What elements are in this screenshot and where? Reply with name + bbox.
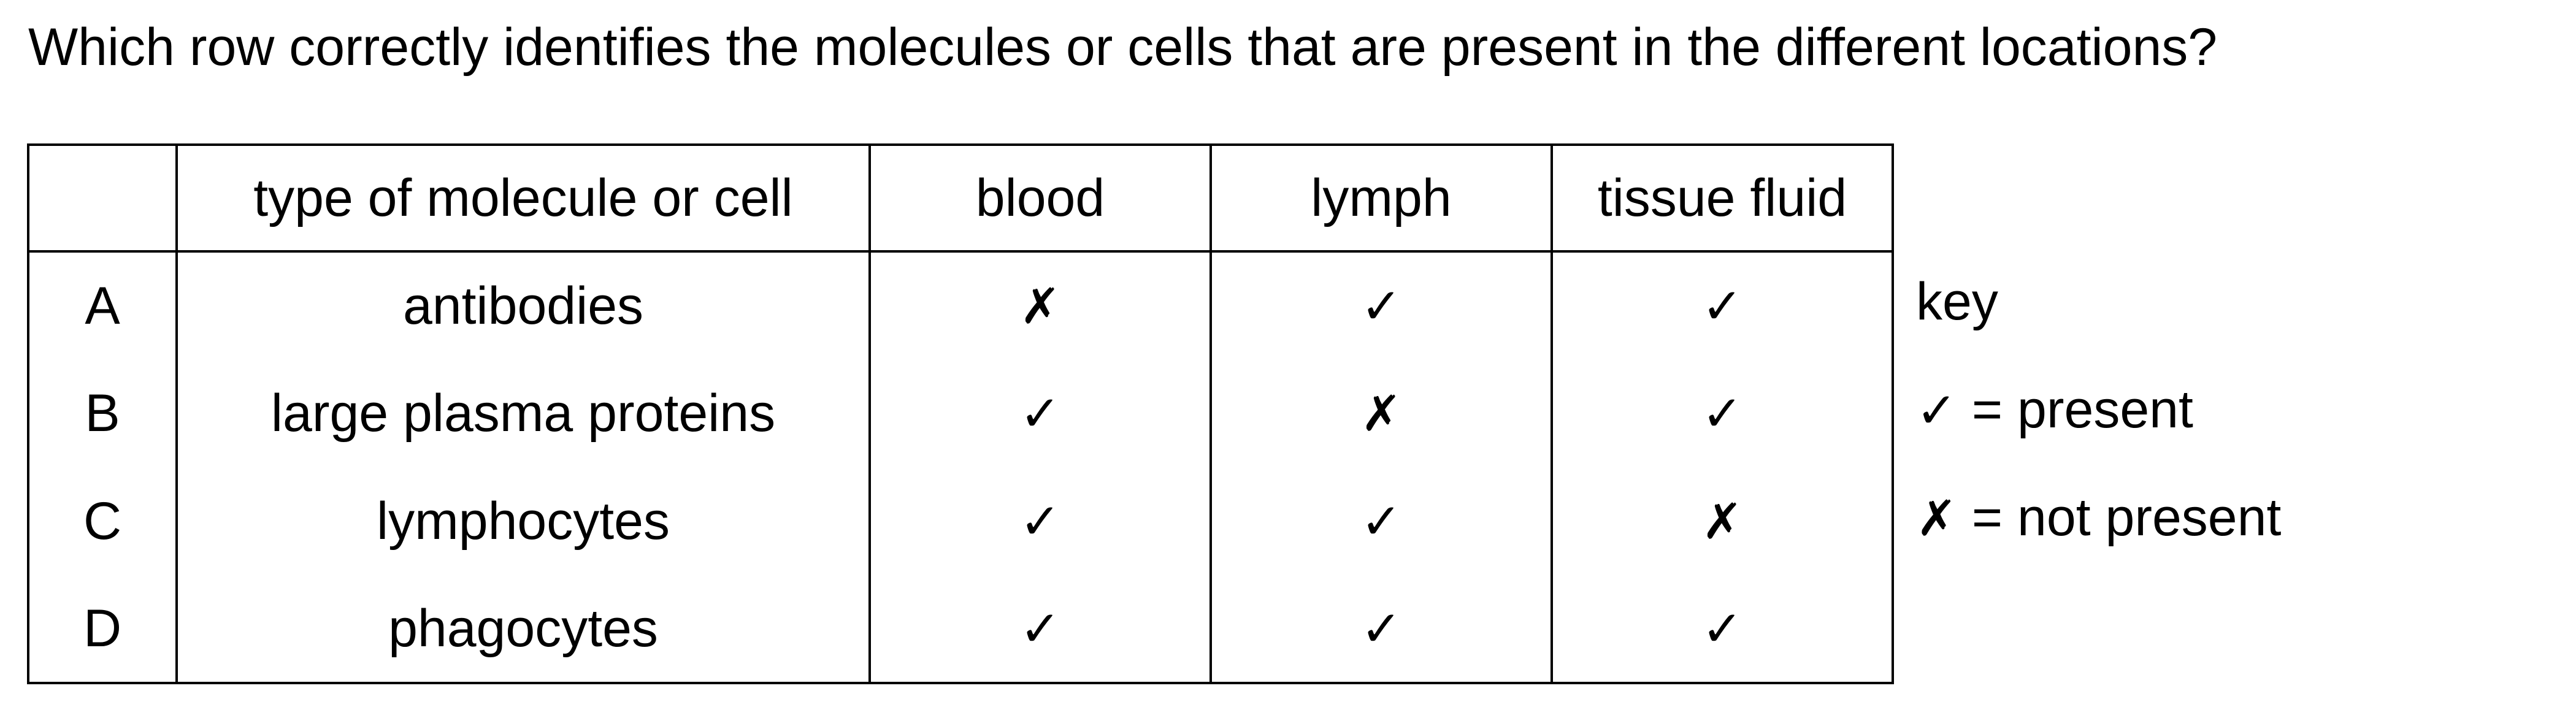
question-text: Which row correctly identifies the molec… [28,18,2218,77]
tissue-fluid-mark: ✓ [1551,251,1894,359]
answer-table: type of molecule or cell blood lymph tis… [27,143,1894,684]
table-row: A antibodies ✗ ✓ ✓ [27,251,1894,359]
table-header-row: type of molecule or cell blood lymph tis… [27,143,1894,253]
table-row: D phagocytes ✓ ✓ ✓ [27,575,1894,684]
header-blank [27,143,178,253]
cross-icon: ✗ [1916,490,1958,547]
tissue-fluid-mark: ✗ [1551,467,1894,575]
row-item: antibodies [175,251,871,359]
blood-mark: ✓ [868,359,1212,467]
header-tissue-fluid: tissue fluid [1551,143,1894,253]
header-type: type of molecule or cell [175,143,871,253]
table-row: B large plasma proteins ✓ ✗ ✓ [27,359,1894,467]
row-item: phagocytes [175,575,871,684]
row-letter: A [27,251,178,359]
row-letter: C [27,467,178,575]
table-row: C lymphocytes ✓ ✓ ✗ [27,467,1894,575]
tissue-fluid-mark: ✓ [1551,359,1894,467]
tissue-fluid-mark: ✓ [1551,575,1894,684]
lymph-mark: ✓ [1209,251,1553,359]
lymph-mark: ✓ [1209,467,1553,575]
lymph-mark: ✗ [1209,359,1553,467]
key-absent-text: = not present [1957,488,2282,547]
row-letter: D [27,575,178,684]
key-title: key [1916,272,1998,331]
row-item: large plasma proteins [175,359,871,467]
check-icon: ✓ [1916,382,1958,439]
lymph-mark: ✓ [1209,575,1553,684]
row-item: lymphocytes [175,467,871,575]
header-lymph: lymph [1209,143,1553,253]
blood-mark: ✓ [868,575,1212,684]
key-legend: key ✓ = present ✗ = not present [1916,248,2281,571]
key-absent: ✗ = not present [1916,464,2281,571]
blood-mark: ✗ [868,251,1212,359]
header-blood: blood [868,143,1212,253]
row-letter: B [27,359,178,467]
key-present: ✓ = present [1916,356,2281,464]
blood-mark: ✓ [868,467,1212,575]
key-present-text: = present [1957,380,2193,439]
